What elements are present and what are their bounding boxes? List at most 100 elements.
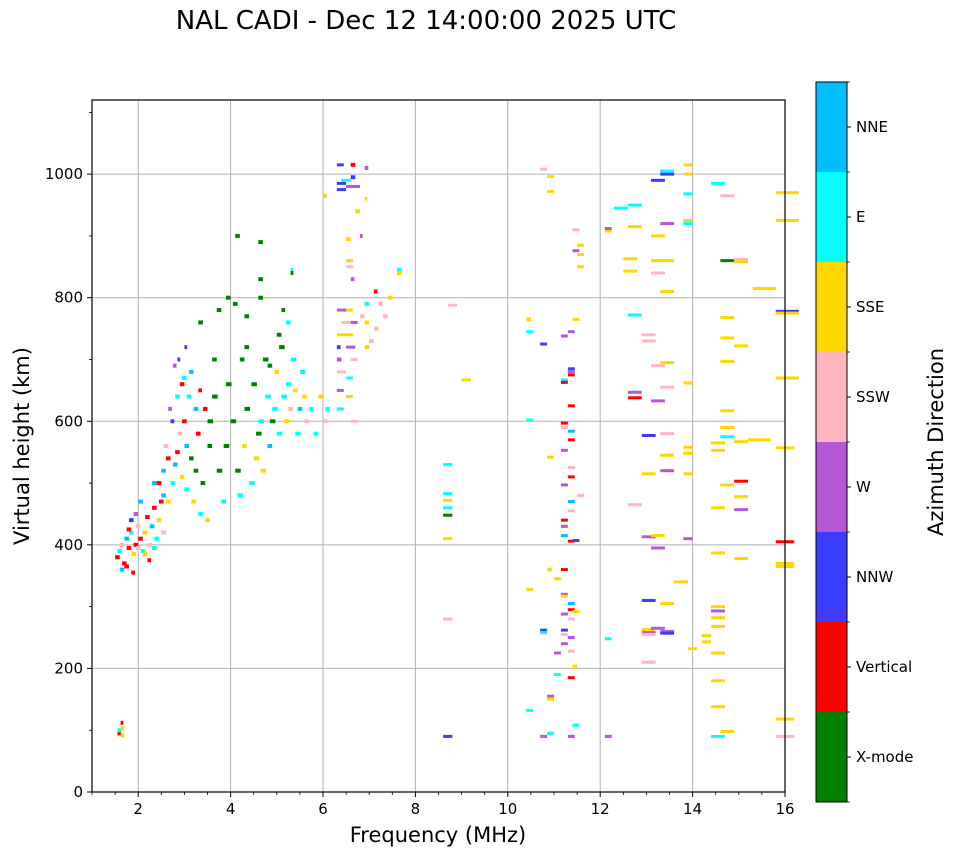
- echo-point: [265, 394, 271, 399]
- echo-point: [660, 259, 675, 263]
- echo-point: [142, 552, 148, 557]
- echo-point: [120, 733, 125, 738]
- echo-point: [225, 382, 232, 387]
- echo-point: [711, 705, 725, 709]
- echo-point: [560, 612, 568, 616]
- echo-point: [560, 518, 568, 522]
- echo-point: [572, 610, 580, 614]
- echo-point: [775, 311, 799, 315]
- echo-point: [163, 444, 169, 448]
- echo-point: [540, 734, 548, 738]
- echo-point: [286, 382, 292, 387]
- echo-point: [212, 394, 218, 399]
- y-axis-ticks: 0 200 400 600 800 1000: [45, 111, 92, 801]
- colorbar-segment: [816, 712, 847, 802]
- echo-point: [683, 381, 693, 385]
- echo-point: [540, 631, 548, 635]
- echo-point: [683, 192, 693, 196]
- echo-point: [323, 193, 327, 198]
- echo-point: [641, 632, 656, 636]
- echo-point: [572, 317, 580, 321]
- echo-point: [269, 419, 276, 424]
- echo-point: [189, 369, 194, 374]
- echo-point: [378, 301, 384, 306]
- echo-point: [216, 468, 223, 473]
- echo-point: [660, 432, 675, 436]
- echo-point: [175, 394, 180, 399]
- echo-point: [526, 587, 534, 591]
- echo-point: [364, 320, 370, 325]
- echo-point: [567, 404, 575, 408]
- echo-point: [567, 429, 575, 433]
- echo-point: [286, 320, 291, 325]
- echo-point: [396, 267, 402, 272]
- x-tick-label: 4: [226, 800, 236, 818]
- echo-point: [235, 233, 240, 238]
- echo-point: [198, 511, 203, 516]
- echo-point: [683, 163, 693, 167]
- echo-point: [158, 499, 164, 504]
- echo-point: [177, 357, 181, 362]
- echo-point: [547, 731, 554, 735]
- echo-point: [369, 338, 374, 343]
- echo-point: [604, 637, 612, 641]
- echo-point: [683, 222, 693, 226]
- x-tick-label: 2: [133, 800, 143, 818]
- echo-point: [572, 539, 580, 543]
- echo-point: [560, 425, 568, 429]
- echo-point: [258, 419, 264, 424]
- echo-point: [260, 468, 267, 473]
- echo-point: [651, 259, 665, 263]
- echo-point: [186, 394, 192, 399]
- echo-point: [140, 549, 146, 554]
- echo-point: [346, 185, 360, 188]
- echo-point: [560, 594, 568, 598]
- echo-point: [627, 390, 642, 394]
- echo-point: [560, 628, 568, 632]
- echo-point: [124, 564, 129, 569]
- echo-point: [221, 499, 226, 504]
- echo-point: [734, 440, 749, 444]
- echo-point: [350, 320, 358, 324]
- echo-point: [156, 518, 162, 523]
- echo-point: [627, 203, 642, 207]
- echo-point: [567, 509, 575, 513]
- echo-point: [614, 206, 628, 210]
- echo-point: [119, 542, 125, 547]
- echo-point: [560, 568, 568, 572]
- echo-point: [239, 357, 245, 362]
- echo-point: [179, 474, 185, 479]
- echo-point: [350, 162, 356, 167]
- echo-point: [775, 191, 799, 195]
- echo-point: [547, 567, 552, 572]
- echo-point: [683, 445, 693, 449]
- echo-point: [283, 419, 290, 424]
- echo-point: [560, 378, 568, 382]
- echo-point: [443, 506, 453, 510]
- echo-point: [711, 616, 725, 620]
- colorbar-segment: [816, 622, 847, 712]
- echo-point: [526, 330, 534, 334]
- echo-point: [281, 394, 287, 399]
- echo-point: [687, 647, 698, 651]
- echo-point: [641, 598, 656, 602]
- echo-point: [117, 549, 123, 554]
- echo-point: [443, 537, 453, 541]
- echo-point: [734, 495, 749, 499]
- echo-point: [149, 524, 155, 529]
- echo-point: [387, 295, 393, 300]
- echo-point: [346, 308, 354, 312]
- echo-point: [711, 181, 725, 185]
- echo-point: [313, 431, 319, 436]
- echo-point: [262, 357, 269, 362]
- echo-point: [734, 479, 749, 483]
- echo-point: [577, 265, 585, 269]
- echo-point: [540, 342, 548, 346]
- echo-point: [683, 172, 693, 176]
- echo-point: [117, 731, 122, 736]
- echo-point: [651, 399, 665, 403]
- echo-point: [323, 419, 328, 424]
- echo-point: [189, 456, 194, 461]
- echo-point: [172, 363, 177, 368]
- echo-point: [119, 567, 125, 572]
